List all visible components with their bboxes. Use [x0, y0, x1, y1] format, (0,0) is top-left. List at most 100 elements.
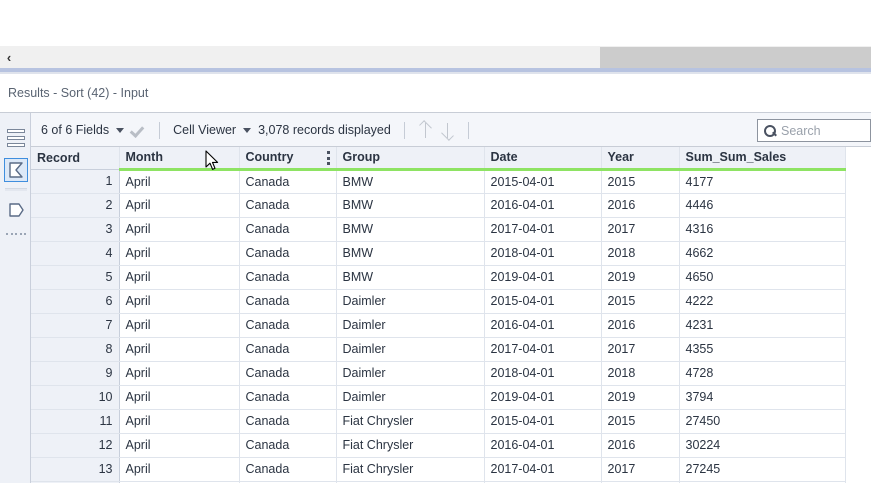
column-header-sum-sum-sales[interactable]: Sum_Sum_Sales: [679, 147, 846, 171]
cell[interactable]: Canada: [239, 457, 337, 482]
table-row[interactable]: 5 April Canada BMW 2019-04-01 2019 4650: [31, 265, 846, 290]
cell[interactable]: Canada: [239, 193, 337, 218]
table-row[interactable]: 6 April Canada Daimler 2015-04-01 2015 4222: [31, 289, 846, 314]
cell-record[interactable]: 5: [31, 265, 120, 290]
cell[interactable]: 2015: [601, 289, 680, 314]
sidebar-item-output-shape[interactable]: [4, 198, 28, 222]
chevron-down-icon[interactable]: [116, 127, 125, 133]
cell[interactable]: 2015-04-01: [484, 409, 602, 434]
cell[interactable]: 2015: [601, 169, 680, 194]
column-header-year[interactable]: Year: [601, 147, 680, 171]
cell-record[interactable]: 4: [31, 241, 120, 266]
cell[interactable]: BMW: [336, 265, 485, 290]
cell-record[interactable]: 1: [31, 169, 120, 194]
cell[interactable]: 2018: [601, 361, 680, 386]
cell[interactable]: Canada: [239, 409, 337, 434]
view-mode-chevron-down-icon[interactable]: [243, 127, 252, 133]
cell[interactable]: Fiat Chrysler: [336, 481, 485, 483]
table-row[interactable]: 8 April Canada Daimler 2017-04-01 2017 4355: [31, 337, 846, 362]
cell[interactable]: 2016: [601, 313, 680, 338]
view-mode-label[interactable]: Cell Viewer: [173, 123, 237, 137]
cell[interactable]: April: [119, 433, 240, 458]
cell[interactable]: 2018-04-01: [484, 481, 602, 483]
table-row[interactable]: 7 April Canada Daimler 2016-04-01 2016 4231: [31, 313, 846, 338]
cell[interactable]: 23043: [679, 481, 846, 483]
cell[interactable]: BMW: [336, 241, 485, 266]
cell[interactable]: 4222: [679, 289, 846, 314]
table-row[interactable]: 10 April Canada Daimler 2019-04-01 2019 3794: [31, 385, 846, 410]
cell[interactable]: Fiat Chrysler: [336, 433, 485, 458]
cell-record[interactable]: 14: [31, 481, 120, 483]
down-arrow-icon[interactable]: [440, 122, 455, 141]
cell[interactable]: 2017-04-01: [484, 337, 602, 362]
cell[interactable]: 2015-04-01: [484, 169, 602, 194]
table-row[interactable]: 11 April Canada Fiat Chrysler 2015-04-01 2015…: [31, 409, 846, 434]
cell[interactable]: April: [119, 217, 240, 242]
cell[interactable]: Canada: [239, 385, 337, 410]
table-row[interactable]: 4 April Canada BMW 2018-04-01 2018 4662: [31, 241, 846, 266]
cell[interactable]: 4316: [679, 217, 846, 242]
cell[interactable]: 2016: [601, 193, 680, 218]
table-row[interactable]: 3 April Canada BMW 2017-04-01 2017 4316: [31, 217, 846, 242]
cell[interactable]: Daimler: [336, 385, 485, 410]
table-row[interactable]: 2 April Canada BMW 2016-04-01 2016 4446: [31, 193, 846, 218]
cell[interactable]: 4177: [679, 169, 846, 194]
cell[interactable]: Canada: [239, 337, 337, 362]
cell[interactable]: Fiat Chrysler: [336, 457, 485, 482]
cell[interactable]: April: [119, 193, 240, 218]
cell[interactable]: BMW: [336, 193, 485, 218]
cell[interactable]: Canada: [239, 313, 337, 338]
cell[interactable]: Canada: [239, 289, 337, 314]
column-header-record[interactable]: Record: [31, 147, 120, 170]
table-row[interactable]: 14AprilCanadaFiat Chrysler2018-04-012018…: [31, 481, 846, 483]
cell[interactable]: 2016-04-01: [484, 433, 602, 458]
cell[interactable]: Daimler: [336, 313, 485, 338]
cell[interactable]: April: [119, 169, 240, 194]
cell-record[interactable]: 13: [31, 457, 120, 482]
cell[interactable]: April: [119, 409, 240, 434]
cell[interactable]: 2017-04-01: [484, 217, 602, 242]
cell[interactable]: 30224: [679, 433, 846, 458]
cell[interactable]: April: [119, 337, 240, 362]
table-row[interactable]: 1 April Canada BMW 2015-04-01 2015 4177: [31, 169, 846, 194]
cell[interactable]: April: [119, 265, 240, 290]
column-header-country[interactable]: Country: [239, 147, 337, 171]
column-header-group[interactable]: Group: [336, 147, 485, 171]
cell[interactable]: Canada: [239, 265, 337, 290]
cell[interactable]: 2017: [601, 337, 680, 362]
cell[interactable]: 4650: [679, 265, 846, 290]
cell[interactable]: April: [119, 313, 240, 338]
cell-record[interactable]: 9: [31, 361, 120, 386]
table-row[interactable]: 12 April Canada Fiat Chrysler 2016-04-01 2016…: [31, 433, 846, 458]
sidebar-item-sort-tool[interactable]: [4, 158, 28, 182]
cell[interactable]: 2015: [601, 409, 680, 434]
sidebar-item-data-rows[interactable]: [4, 126, 28, 150]
cell[interactable]: 3794: [679, 385, 846, 410]
cell-record[interactable]: 3: [31, 217, 120, 242]
cell[interactable]: 4728: [679, 361, 846, 386]
cell[interactable]: 2017: [601, 457, 680, 482]
cell[interactable]: 4446: [679, 193, 846, 218]
search-input[interactable]: Search: [757, 119, 871, 142]
cell[interactable]: April: [119, 241, 240, 266]
cell[interactable]: 2015-04-01: [484, 289, 602, 314]
cell[interactable]: 2018-04-01: [484, 361, 602, 386]
cell[interactable]: 4355: [679, 337, 846, 362]
cell[interactable]: 4231: [679, 313, 846, 338]
cell-record[interactable]: 7: [31, 313, 120, 338]
cell[interactable]: Daimler: [336, 361, 485, 386]
drag-handle-icon[interactable]: [6, 231, 26, 236]
cell[interactable]: April: [119, 289, 240, 314]
cell[interactable]: Canada: [239, 433, 337, 458]
cell[interactable]: Canada: [239, 361, 337, 386]
cell[interactable]: 2018-04-01: [484, 241, 602, 266]
cell[interactable]: Daimler: [336, 289, 485, 314]
column-header-date[interactable]: Date: [484, 147, 602, 171]
cell[interactable]: 27450: [679, 409, 846, 434]
cell-record[interactable]: 2: [31, 193, 120, 218]
fields-selector-label[interactable]: 6 of 6 Fields: [41, 123, 110, 137]
cell[interactable]: Canada: [239, 169, 337, 194]
checkmark-icon[interactable]: [131, 123, 146, 138]
cell[interactable]: April: [119, 361, 240, 386]
cell[interactable]: 2017-04-01: [484, 457, 602, 482]
